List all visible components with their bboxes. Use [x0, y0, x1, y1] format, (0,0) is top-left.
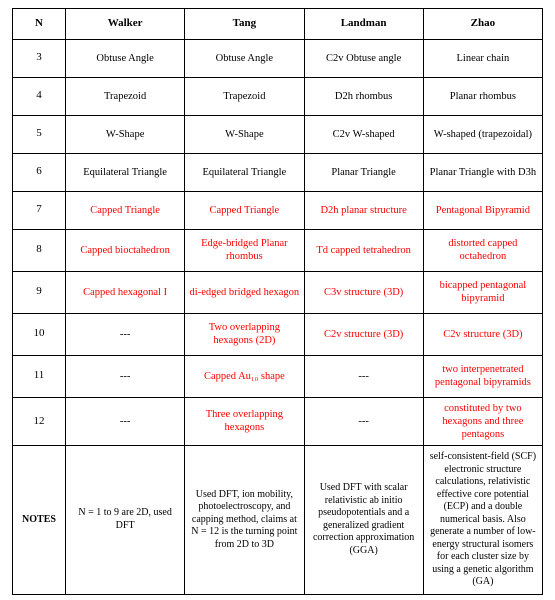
notes-tang: Used DFT, ion mobility, photoelectroscop…: [185, 446, 304, 595]
cell-tang: Three overlapping hexagons: [185, 397, 304, 445]
cell-n: 5: [13, 115, 66, 153]
cell-walker: Capped bioctahedron: [66, 229, 185, 271]
cell-tang: di-edged bridged hexagon: [185, 271, 304, 313]
cell-walker: W-Shape: [66, 115, 185, 153]
cell-zhao: Planar rhombus: [423, 77, 542, 115]
table-row: 4 Trapezoid Trapezoid D2h rhombus Planar…: [13, 77, 543, 115]
col-header-zhao: Zhao: [423, 9, 542, 40]
cell-n: 9: [13, 271, 66, 313]
cell-tang: Capped Triangle: [185, 191, 304, 229]
cell-tang: Capped Au₁₀ shape: [185, 355, 304, 397]
table-row: 6 Equilateral Triangle Equilateral Trian…: [13, 153, 543, 191]
cell-zhao: W-shaped (trapezoidal): [423, 115, 542, 153]
cell-zhao: bicapped pentagonal bipyramid: [423, 271, 542, 313]
table-header-row: N Walker Tang Landman Zhao: [13, 9, 543, 40]
cell-tang: Equilateral Triangle: [185, 153, 304, 191]
table-row: 7 Capped Triangle Capped Triangle D2h pl…: [13, 191, 543, 229]
cell-n: 7: [13, 191, 66, 229]
cell-landman: D2h rhombus: [304, 77, 423, 115]
table-body: 3 Obtuse Angle Obtuse Angle C2v Obtuse a…: [13, 39, 543, 594]
cell-n: 11: [13, 355, 66, 397]
cell-landman: C2v W-shaped: [304, 115, 423, 153]
cell-walker: ---: [66, 313, 185, 355]
cell-n: 6: [13, 153, 66, 191]
cell-n: 3: [13, 39, 66, 77]
cell-zhao: Pentagonal Bipyramid: [423, 191, 542, 229]
cell-zhao: constituted by two hexagons and three pe…: [423, 397, 542, 445]
cell-n: 10: [13, 313, 66, 355]
table-row: 9 Capped hexagonal I di-edged bridged he…: [13, 271, 543, 313]
cell-tang: W-Shape: [185, 115, 304, 153]
cell-zhao: distorted capped octahedron: [423, 229, 542, 271]
cell-walker: Capped hexagonal I: [66, 271, 185, 313]
cell-n: 12: [13, 397, 66, 445]
cell-walker: Capped Triangle: [66, 191, 185, 229]
notes-row: NOTES N = 1 to 9 are 2D, used DFT Used D…: [13, 446, 543, 595]
cell-zhao: Linear chain: [423, 39, 542, 77]
cell-landman: D2h planar structure: [304, 191, 423, 229]
cell-n: 8: [13, 229, 66, 271]
cell-walker: ---: [66, 397, 185, 445]
cell-landman: C2v structure (3D): [304, 313, 423, 355]
table-row: 12 --- Three overlapping hexagons --- co…: [13, 397, 543, 445]
notes-landman: Used DFT with scalar relativistic ab ini…: [304, 446, 423, 595]
cell-n: 4: [13, 77, 66, 115]
notes-zhao: self-consistent-field (SCF) electronic s…: [423, 446, 542, 595]
cell-walker: Trapezoid: [66, 77, 185, 115]
col-header-n: N: [13, 9, 66, 40]
cell-tang: Edge-bridged Planar rhombus: [185, 229, 304, 271]
cell-landman: Planar Triangle: [304, 153, 423, 191]
cell-landman: C3v structure (3D): [304, 271, 423, 313]
cell-zhao: Planar Triangle with D3h: [423, 153, 542, 191]
table-row: 10 --- Two overlapping hexagons (2D) C2v…: [13, 313, 543, 355]
cluster-geometry-table: N Walker Tang Landman Zhao 3 Obtuse Angl…: [12, 8, 543, 595]
notes-walker: N = 1 to 9 are 2D, used DFT: [66, 446, 185, 595]
cell-landman: C2v Obtuse angle: [304, 39, 423, 77]
cell-walker: Obtuse Angle: [66, 39, 185, 77]
cell-tang: Obtuse Angle: [185, 39, 304, 77]
table-row: 8 Capped bioctahedron Edge-bridged Plana…: [13, 229, 543, 271]
col-header-landman: Landman: [304, 9, 423, 40]
cell-landman: Td capped tetrahedron: [304, 229, 423, 271]
table-row: 5 W-Shape W-Shape C2v W-shaped W-shaped …: [13, 115, 543, 153]
col-header-tang: Tang: [185, 9, 304, 40]
table-row: 3 Obtuse Angle Obtuse Angle C2v Obtuse a…: [13, 39, 543, 77]
cell-tang: Trapezoid: [185, 77, 304, 115]
cell-zhao: C2v structure (3D): [423, 313, 542, 355]
cell-walker: ---: [66, 355, 185, 397]
table-row: 11 --- Capped Au₁₀ shape --- two interpe…: [13, 355, 543, 397]
cell-landman: ---: [304, 397, 423, 445]
cell-tang: Two overlapping hexagons (2D): [185, 313, 304, 355]
cell-landman: ---: [304, 355, 423, 397]
col-header-walker: Walker: [66, 9, 185, 40]
cell-walker: Equilateral Triangle: [66, 153, 185, 191]
cell-zhao: two interpenetrated pentagonal bipyramid…: [423, 355, 542, 397]
notes-label: NOTES: [13, 446, 66, 595]
